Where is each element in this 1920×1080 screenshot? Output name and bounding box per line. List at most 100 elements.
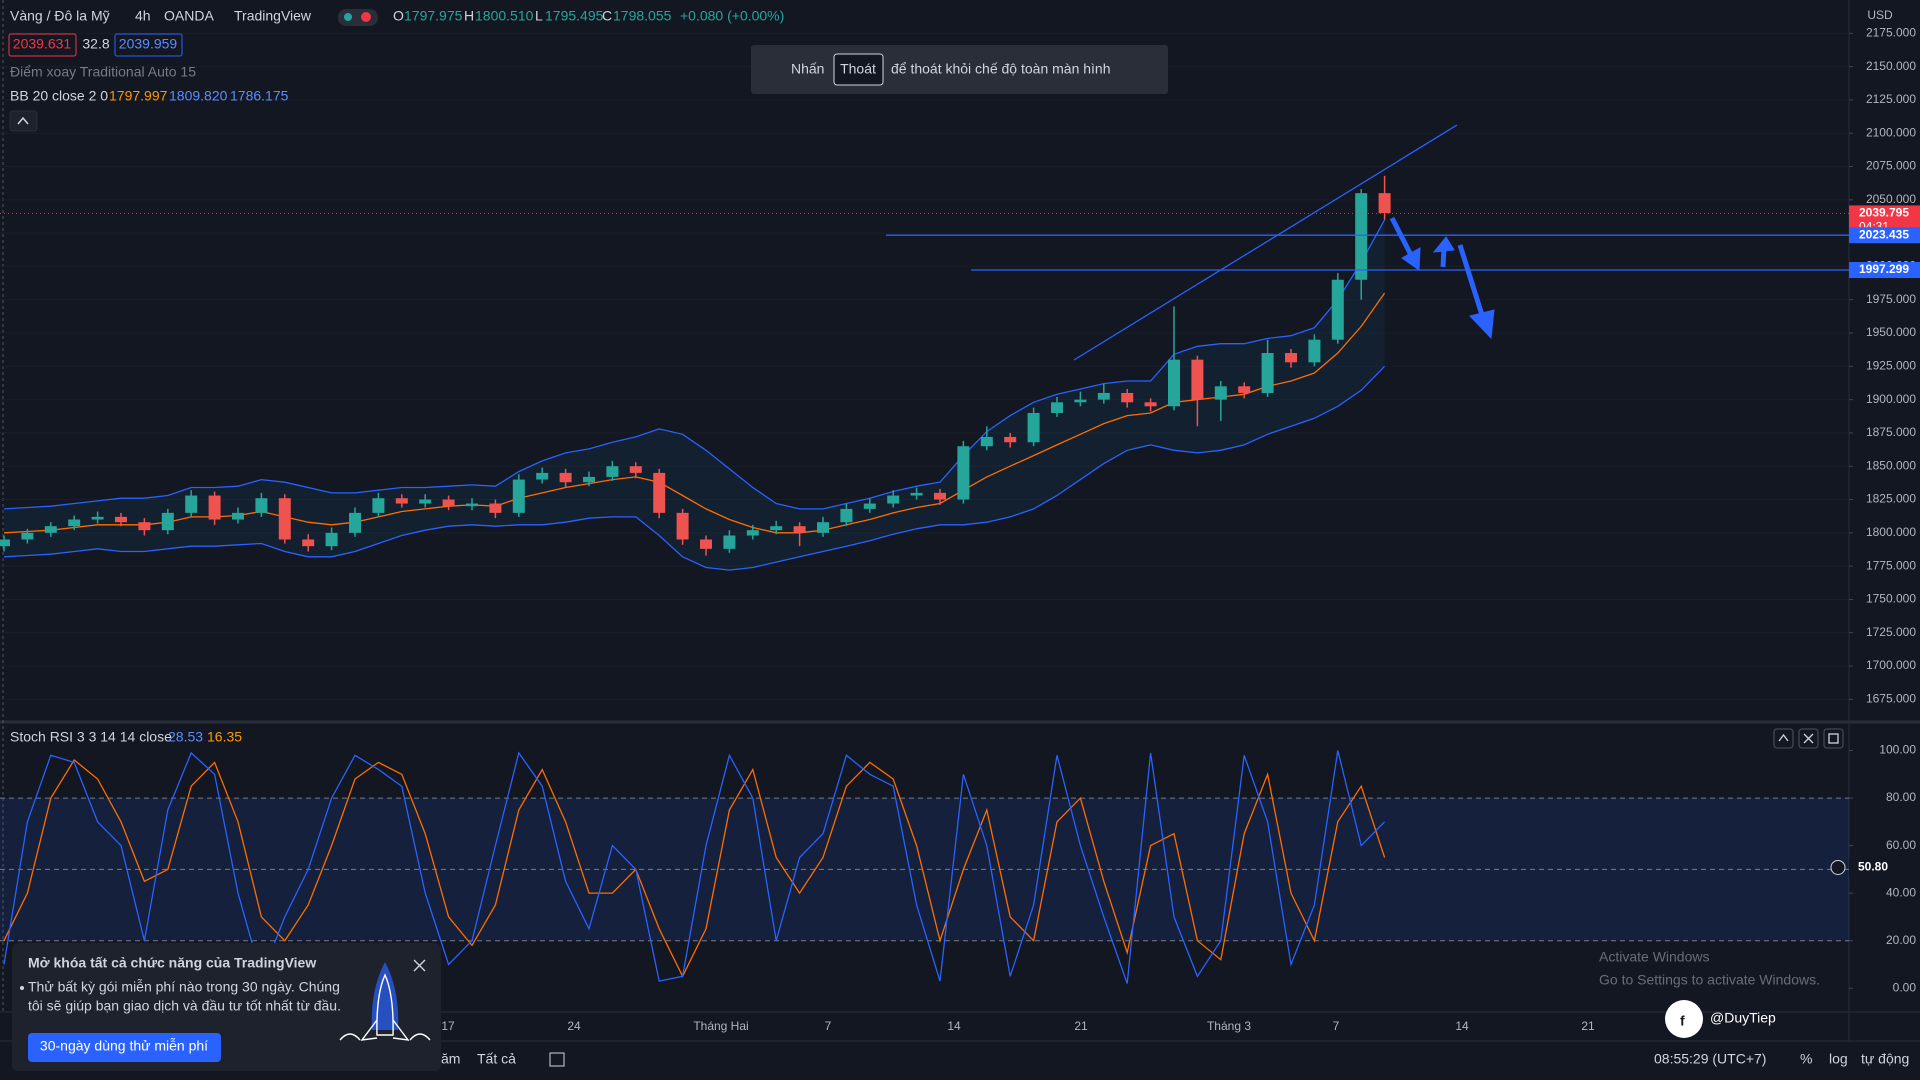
bb-lower bbox=[3, 365, 1386, 571]
icon bbox=[1828, 733, 1839, 744]
promo-button[interactable] bbox=[28, 1033, 221, 1062]
candle-body bbox=[1097, 392, 1110, 400]
candle-body bbox=[419, 499, 432, 504]
candle-body bbox=[934, 492, 946, 500]
auto-toggle[interactable]: tự động bbox=[1861, 1051, 1909, 1067]
symbol[interactable]: Vàng / Đô la Mỹ bbox=[10, 8, 110, 24]
candle-body bbox=[0, 539, 10, 547]
stoch-tick-label: 20.00 bbox=[1886, 933, 1916, 947]
status-dot bbox=[344, 13, 352, 21]
collapse-button[interactable] bbox=[9, 110, 38, 132]
rocket-glow bbox=[371, 962, 399, 1030]
price-tag-label: 2039.795 bbox=[1859, 206, 1909, 220]
ohlc-label: H bbox=[464, 8, 474, 24]
bid-box[interactable] bbox=[8, 33, 77, 57]
interval[interactable]: 4h bbox=[135, 8, 151, 24]
arrows bbox=[1389, 216, 1495, 340]
range-button[interactable]: Tất cả bbox=[477, 1051, 516, 1067]
candle-body bbox=[1238, 386, 1251, 393]
candle-body bbox=[91, 516, 104, 520]
candle-body bbox=[1004, 436, 1017, 443]
candle-body bbox=[1168, 359, 1180, 407]
ohlc-label: L bbox=[535, 8, 543, 24]
arrow bbox=[1389, 216, 1414, 257]
y-tick-label: 2125.000 bbox=[1866, 92, 1916, 106]
candle-body bbox=[700, 539, 712, 549]
candle-body bbox=[185, 495, 198, 513]
candle-body bbox=[910, 492, 923, 496]
range-button[interactable]: ăm bbox=[441, 1051, 460, 1067]
arrow bbox=[1457, 244, 1485, 316]
bb-upper bbox=[3, 219, 1386, 510]
ask-box[interactable] bbox=[114, 33, 183, 57]
x-tick-label: 7 bbox=[1333, 1019, 1340, 1033]
move-up[interactable] bbox=[1773, 728, 1794, 749]
rocket-fins bbox=[360, 1019, 410, 1041]
maximize-pane[interactable] bbox=[1823, 728, 1844, 749]
source: TradingView bbox=[234, 8, 312, 24]
candle-body bbox=[395, 498, 408, 504]
y-tick-label: 1850.000 bbox=[1866, 458, 1916, 472]
candle-body bbox=[255, 498, 268, 513]
candle-body bbox=[278, 498, 291, 540]
y-tick-label: 2075.000 bbox=[1866, 159, 1916, 173]
exchange: OANDA bbox=[164, 8, 214, 24]
candle-body bbox=[442, 499, 455, 507]
candle-body bbox=[746, 530, 759, 536]
x-tick-label: 14 bbox=[1455, 1019, 1469, 1033]
price-tag bbox=[1849, 227, 1920, 244]
bb-value: 1786.175 bbox=[230, 88, 289, 104]
close-pane[interactable] bbox=[1798, 728, 1819, 749]
y-tick-label: 1875.000 bbox=[1866, 425, 1916, 439]
arrow-head bbox=[1401, 247, 1421, 271]
rocket bbox=[339, 962, 431, 1041]
stoch-d: 16.35 bbox=[207, 729, 242, 745]
ohlc-value: 1797.975 bbox=[404, 8, 463, 24]
bb-indicator[interactable]: BB 20 close 2 0 bbox=[10, 88, 108, 104]
currency[interactable]: USD bbox=[1867, 8, 1893, 22]
log-toggle[interactable]: log bbox=[1829, 1051, 1848, 1067]
x-tick-label: 17 bbox=[441, 1019, 455, 1033]
candle-body bbox=[559, 472, 572, 483]
candle-body bbox=[887, 495, 900, 504]
toast-key[interactable] bbox=[833, 53, 884, 86]
candle-body bbox=[1308, 339, 1321, 363]
candle-body bbox=[1191, 359, 1204, 400]
candle-body bbox=[793, 526, 806, 533]
candle-body bbox=[1378, 193, 1391, 214]
promo-close[interactable] bbox=[413, 959, 426, 972]
candle-body bbox=[138, 522, 151, 531]
brand: @DuyTiep bbox=[1710, 1010, 1776, 1026]
candle-body bbox=[840, 508, 853, 523]
y-tick-label: 1725.000 bbox=[1866, 625, 1916, 639]
status-toggle[interactable] bbox=[338, 9, 378, 26]
stoch-title[interactable]: Stoch RSI 3 3 14 14 close bbox=[10, 729, 172, 745]
x-tick-label: 21 bbox=[1581, 1019, 1595, 1033]
ohlc-value: 1795.495 bbox=[545, 8, 604, 24]
pivot-indicator[interactable]: Điểm xoay Traditional Auto 15 bbox=[10, 64, 196, 80]
candle-body bbox=[1121, 392, 1134, 403]
promo-body: Thử bất kỳ gói miễn phí nào trong 30 ngà… bbox=[28, 979, 340, 995]
x-tick-label: 24 bbox=[567, 1019, 581, 1033]
candle-body bbox=[723, 535, 736, 549]
x-tick-label: Tháng Hai bbox=[693, 1019, 748, 1033]
candle-body bbox=[21, 532, 34, 540]
candle-body bbox=[1261, 353, 1274, 393]
y-tick-label: 1950.000 bbox=[1866, 325, 1916, 339]
clock[interactable]: 08:55:29 (UTC+7) bbox=[1654, 1051, 1766, 1067]
candle-body bbox=[676, 512, 689, 540]
candle-body bbox=[817, 522, 829, 533]
ask: 2039.959 bbox=[119, 36, 178, 52]
candle-body bbox=[536, 472, 549, 480]
candle-body bbox=[44, 526, 57, 533]
percent-toggle[interactable]: % bbox=[1800, 1051, 1812, 1067]
stoch-tick-label: 60.00 bbox=[1886, 838, 1916, 852]
date-range-icon[interactable] bbox=[549, 1052, 565, 1067]
bullet bbox=[20, 986, 24, 990]
y-tick-label: 1900.000 bbox=[1866, 392, 1916, 406]
candle-body bbox=[232, 512, 244, 520]
facebook-icon bbox=[1665, 1000, 1703, 1038]
facebook-glyph: f bbox=[1680, 1013, 1685, 1029]
